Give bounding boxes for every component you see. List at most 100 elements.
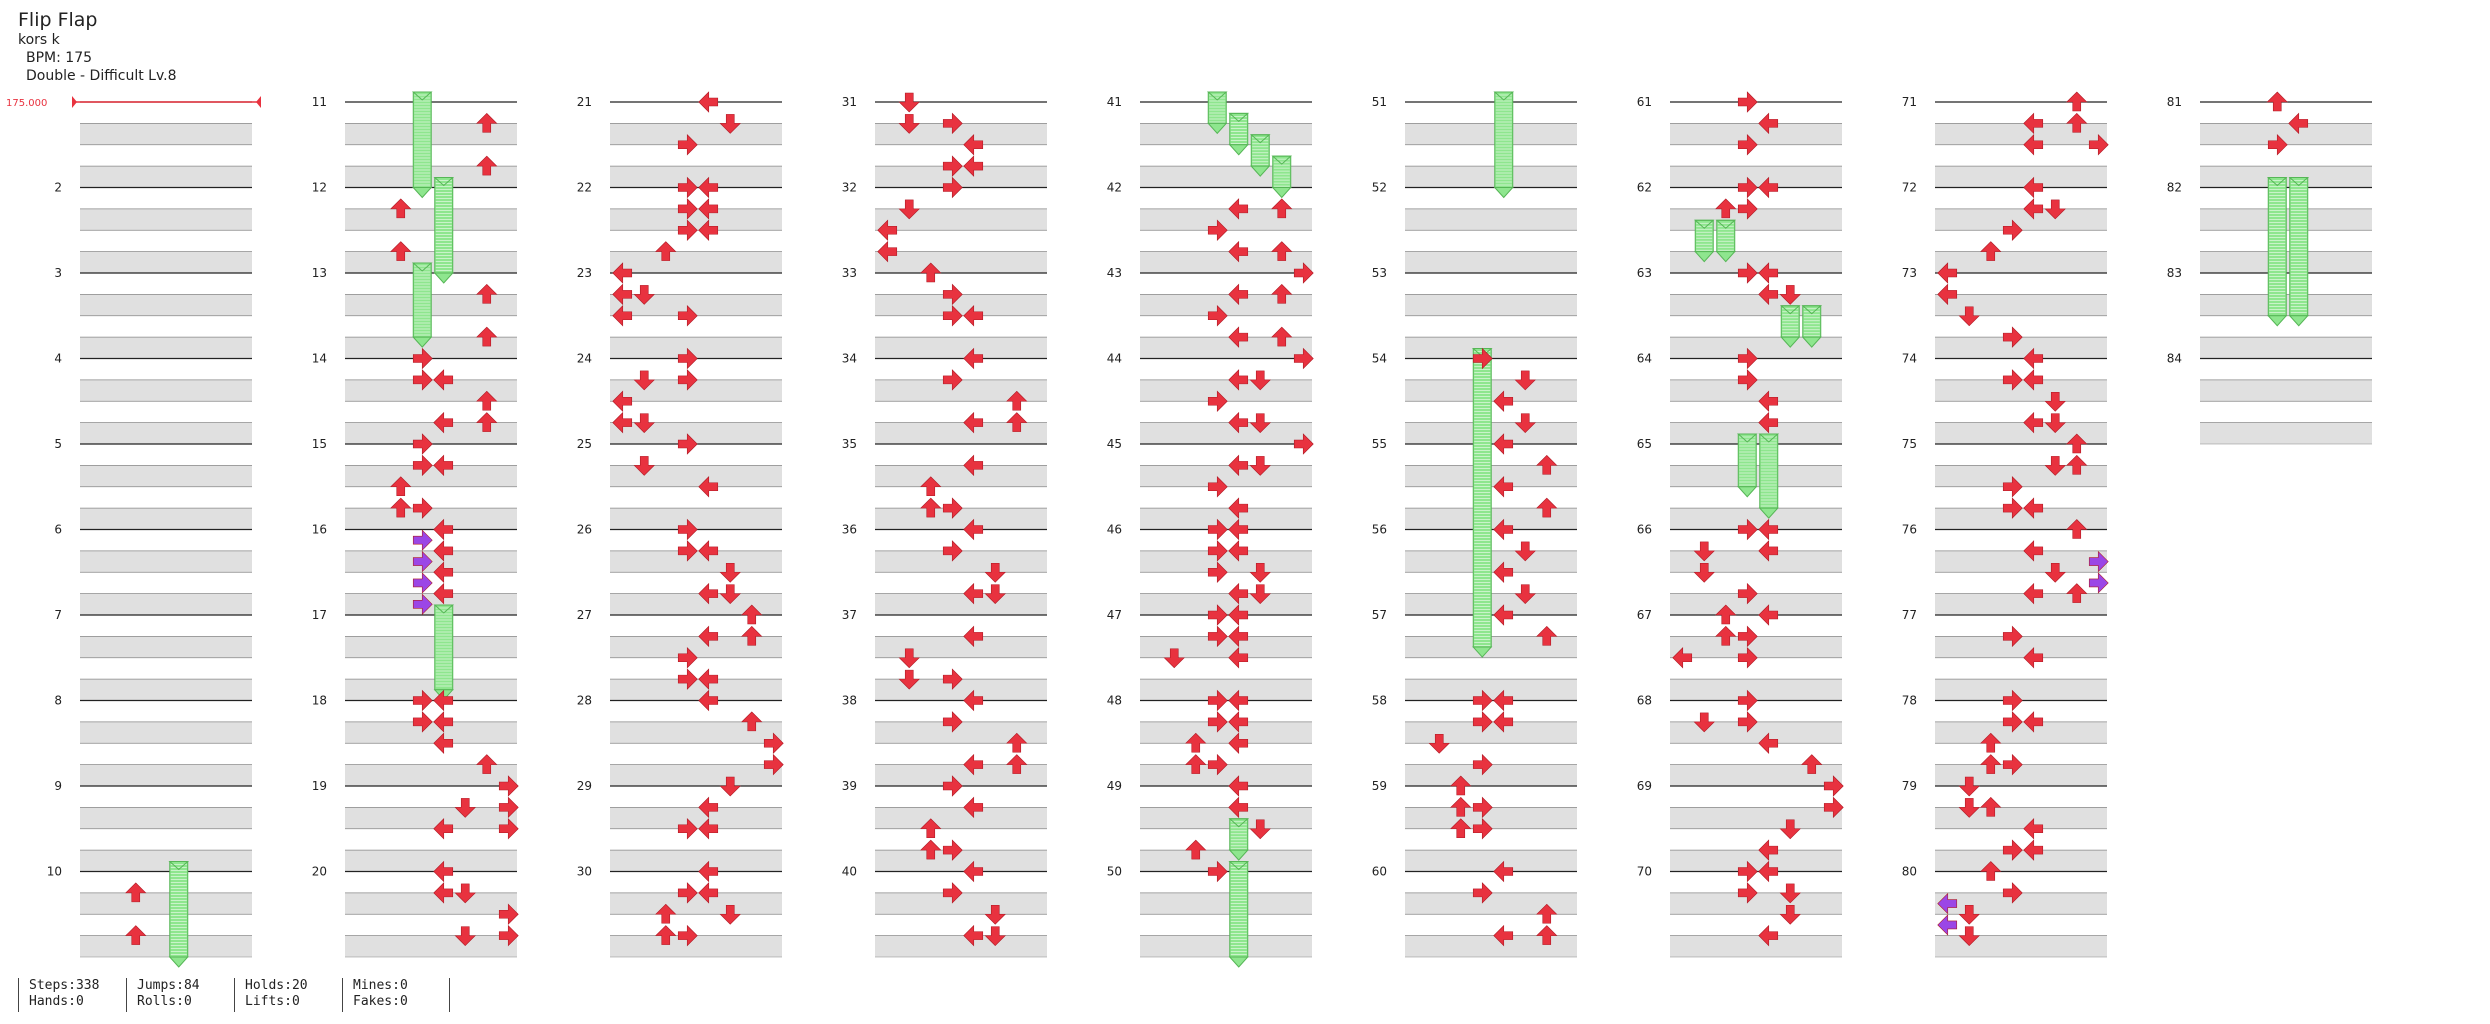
beat-band [345, 636, 517, 658]
measure-number: 18 [312, 694, 327, 708]
right-arrow-icon [1207, 604, 1228, 626]
beat-band [345, 679, 517, 701]
right-arrow-icon [2267, 134, 2288, 156]
left-arrow-icon [1493, 561, 1514, 583]
measure-number: 42 [1107, 181, 1122, 195]
right-arrow-icon [677, 668, 698, 690]
measure-51: 51 [1372, 95, 1577, 188]
beat-band [345, 208, 517, 231]
hold-note [1228, 818, 1250, 861]
beat-band [610, 850, 782, 872]
beat-band [80, 337, 252, 359]
measure-number: 77 [1902, 608, 1917, 622]
up-arrow-icon [1450, 775, 1472, 796]
left-arrow-icon [433, 561, 454, 583]
beat-band [345, 892, 517, 915]
hold-tail [168, 956, 189, 968]
measure-number: 54 [1372, 352, 1387, 366]
left-arrow-icon [2023, 134, 2044, 156]
left-arrow-icon [698, 91, 719, 113]
down-arrow-icon [1514, 413, 1536, 434]
beat-band [875, 892, 1047, 915]
right-arrow-icon [677, 882, 698, 904]
beat-band [1405, 123, 1577, 145]
left-arrow-icon [433, 732, 454, 754]
beat-band [1935, 465, 2107, 487]
beat-band [610, 721, 782, 744]
left-arrow-icon [698, 476, 719, 498]
measure-36: 36 [842, 523, 1047, 616]
left-arrow-icon [1493, 390, 1514, 412]
measure-number: 3 [54, 266, 62, 280]
beat-band [610, 379, 782, 402]
beat-band [345, 508, 517, 530]
measure-number: 39 [842, 779, 857, 793]
right-arrow-icon [2002, 882, 2023, 904]
measure-number: 79 [1902, 779, 1917, 793]
measure-44: 44 [1107, 352, 1312, 445]
beat-band [80, 123, 252, 145]
measure-8: 8 [54, 694, 252, 787]
beat-band [875, 166, 1047, 188]
left-arrow-icon [1228, 198, 1249, 220]
right-arrow-icon [942, 775, 963, 797]
hold-tail [1271, 187, 1292, 199]
beat-band [610, 679, 782, 701]
beat-band [875, 764, 1047, 786]
left-arrow-icon [433, 454, 454, 477]
beat-band [875, 465, 1047, 487]
stat-col-2: Jumps:84 Rolls:0 [126, 978, 237, 1012]
beat-band [610, 337, 782, 359]
measure-number: 48 [1107, 694, 1122, 708]
measure-number: 34 [842, 352, 857, 366]
right-arrow-icon [2002, 753, 2023, 776]
measure-84: 84 [2167, 352, 2372, 445]
beat-band [610, 550, 782, 573]
right-arrow-icon [2002, 625, 2023, 648]
beat-band [1405, 166, 1577, 188]
down-arrow-icon [719, 562, 741, 583]
beat-band [1935, 807, 2107, 829]
measure-23: 23 [577, 266, 782, 359]
hold-notes [168, 91, 2310, 968]
hold-tail [1250, 165, 1271, 177]
right-arrow-icon [1737, 262, 1758, 284]
down-arrow-icon [633, 285, 655, 305]
measure-76: 76 [1902, 523, 2107, 616]
right-arrow-icon [1207, 390, 1228, 412]
beat-band [610, 593, 782, 615]
measure-number: 9 [54, 779, 62, 793]
left-arrow-icon [1758, 839, 1779, 861]
beat-band [610, 166, 782, 188]
right-arrow-icon [677, 219, 698, 241]
left-arrow-icon [1228, 240, 1249, 263]
down-arrow-icon [1958, 904, 1980, 925]
measure-30: 30 [577, 865, 782, 958]
left-arrow-icon [1493, 689, 1514, 712]
up-arrow-icon [476, 326, 498, 347]
hold-tail [1737, 486, 1758, 498]
hold-tail [1207, 122, 1228, 135]
up-arrow-icon [655, 241, 677, 261]
down-arrow-icon [1958, 776, 1980, 797]
up-arrow-icon [2066, 583, 2088, 603]
left-arrow-icon [1493, 476, 1514, 498]
beat-band [1935, 679, 2107, 701]
left-arrow-icon [433, 411, 454, 434]
left-arrow-icon [1228, 369, 1249, 391]
measure-number: 78 [1902, 694, 1917, 708]
up-arrow-icon [1536, 625, 1558, 646]
hold-head [1228, 861, 1250, 871]
down-arrow-icon [2044, 391, 2066, 412]
left-arrow-icon [1758, 112, 1779, 135]
beat-band [610, 892, 782, 915]
up-arrow-icon [1450, 818, 1472, 839]
up-arrow-icon [476, 112, 498, 133]
right-arrow-icon [1823, 796, 1844, 819]
hold-tail [1758, 507, 1779, 519]
beat-band [1405, 294, 1577, 316]
hold-head [411, 262, 433, 272]
beat-band [80, 550, 252, 573]
right-arrow-icon [1737, 134, 1758, 156]
left-arrow-icon [963, 411, 984, 434]
